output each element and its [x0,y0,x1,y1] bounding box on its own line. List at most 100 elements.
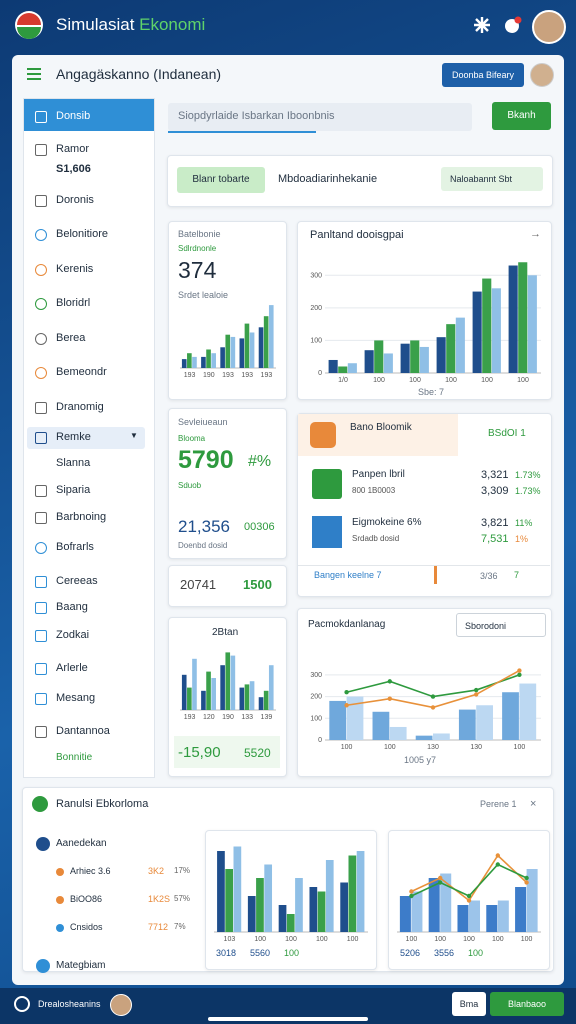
footer-value: 3/36 [480,571,498,581]
sidebar-item: Donsib [56,110,91,122]
sidebar-icon [35,663,47,675]
x-tick-label: 100 [445,377,457,384]
sidebar-icon [35,432,47,444]
y-tick-label: 0 [318,370,322,377]
combo-chart: 0 100 200 300 100 100 130 130 100 [310,668,541,751]
panel-title: Ranulsi Ebkorloma [56,798,149,810]
bottom-button[interactable]: Bma [452,992,486,1016]
list-dot [36,837,50,851]
x-tick-label: 100 [254,936,266,943]
bar [347,363,357,373]
bar [295,878,303,932]
header-button[interactable]: Doonba Bifeary [442,63,524,87]
x-tick-label: 100 [373,377,385,384]
row-percent: 1.73% [515,486,541,496]
header-avatar[interactable] [530,63,554,87]
row-percent: 1.73% [515,470,541,480]
list-dot [36,959,50,973]
point [344,703,349,708]
x-tick-label: 193 [241,372,253,379]
filter-dropdown[interactable]: Naloabannt Sbt [441,167,543,191]
search-box[interactable] [168,103,472,131]
x-tick-label: 100 [409,377,421,384]
bottom-icon[interactable] [14,996,30,1012]
sidebar-item: Slanna [56,457,91,469]
point [474,687,479,693]
sidebar-icon [35,576,47,588]
top-icons[interactable] [472,14,526,36]
point [524,875,529,881]
close-icon[interactable]: × [530,798,537,810]
bar [415,735,433,740]
bar [328,359,338,373]
bar [187,687,192,710]
bar [356,851,365,932]
filter-label: Mbdoadiarinhekanie [278,173,378,185]
point [438,880,443,885]
list-value: 3K2 [148,866,165,876]
search-button[interactable]: Bkanh [492,102,551,130]
bottom-avatar[interactable] [110,994,132,1016]
filter-tab[interactable]: Blanr tobarte [177,167,265,193]
bar [482,278,492,373]
menu-icon[interactable] [26,67,42,81]
list-name: Mategbiam [56,960,106,971]
card-title: Panltand dooisgpai [310,229,404,241]
bar [519,683,537,740]
sidebar-item: S1,606 [56,163,91,175]
sidebar-icon [35,402,47,414]
avatar[interactable] [532,10,566,44]
bar [455,317,465,373]
bottom-button[interactable]: Blanbaoo [490,992,564,1016]
sidebar-icon [35,229,47,241]
bar [187,353,192,368]
bar [258,697,264,710]
bar [249,332,255,368]
x-tick-label: 100 [384,744,396,751]
y-tick-label: 200 [310,305,322,312]
point [387,696,392,701]
x-tick-label: 193 [184,372,196,379]
home-indicator [208,1017,368,1021]
card-arrow[interactable]: → [530,228,541,240]
dropdown[interactable]: Sborodoni [456,613,546,637]
card-footer: Bangen keelne 7 [314,570,382,580]
chart-footer: Sbe: 7 [418,387,445,397]
card-icon [310,422,336,448]
bar [419,346,429,373]
bar-chart: 103 100 100 100 100 [214,846,368,943]
bar [518,262,528,373]
title-accent: Ekonomi [139,15,206,34]
logo [15,11,43,39]
y-tick-label: 300 [310,672,322,679]
stat-bg [174,736,280,768]
point [430,705,436,710]
list-name: Aanedekan [56,838,107,849]
bar [428,878,440,932]
point [466,898,472,903]
card-value: 21,356 [178,517,230,536]
bar [230,336,236,368]
card-subtitle: Blooma [178,434,206,443]
card-value: 20741 [180,577,217,592]
bar [268,305,274,368]
bar [469,900,481,932]
bar [400,343,410,373]
bar [278,905,287,932]
card-title: 2Btan [212,627,239,638]
sidebar-item: Baang [56,601,88,613]
sidebar-active [24,99,154,131]
card-title: Sevleiueaun [178,417,228,427]
bar [201,356,206,368]
bar [181,359,187,368]
footer-value: 7 [514,570,520,580]
list-value: 1K2S [148,894,171,904]
point [438,875,443,881]
bar [217,851,225,932]
card-subtitle: Sdlrdnonle [178,244,217,253]
sidebar-icon [35,111,47,123]
x-tick-label: 130 [470,744,482,751]
bar [225,334,231,368]
x-tick-label: 120 [203,714,215,721]
bar [249,681,255,710]
